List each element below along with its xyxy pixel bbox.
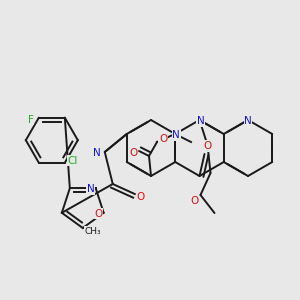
Text: N: N bbox=[87, 184, 94, 194]
Text: O: O bbox=[159, 134, 167, 144]
Text: O: O bbox=[203, 141, 211, 151]
Text: O: O bbox=[129, 148, 137, 158]
Text: N: N bbox=[172, 130, 180, 140]
Text: F: F bbox=[28, 115, 34, 125]
Text: Cl: Cl bbox=[68, 156, 78, 166]
Text: N: N bbox=[93, 148, 100, 158]
Text: O: O bbox=[190, 196, 199, 206]
Text: N: N bbox=[244, 116, 252, 126]
Text: N: N bbox=[196, 116, 204, 126]
Text: CH₃: CH₃ bbox=[84, 226, 101, 236]
Text: O: O bbox=[136, 192, 145, 202]
Text: O: O bbox=[94, 209, 103, 219]
